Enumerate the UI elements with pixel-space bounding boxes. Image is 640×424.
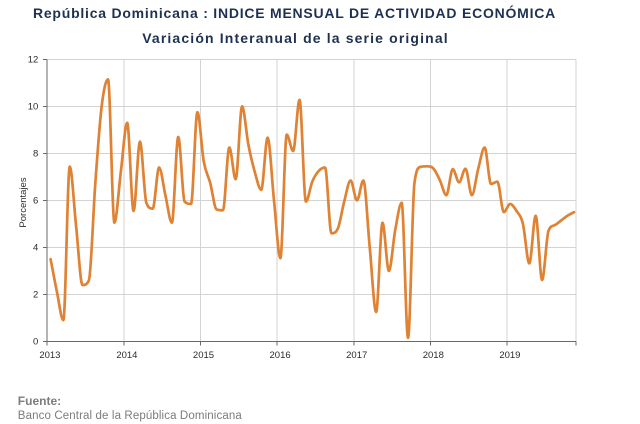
svg-text:2013: 2013	[39, 350, 60, 361]
svg-text:0: 0	[33, 337, 38, 348]
svg-text:Porcentajes: Porcentajes	[18, 177, 29, 227]
svg-text:12: 12	[28, 55, 39, 66]
svg-text:8: 8	[33, 149, 38, 160]
svg-text:6: 6	[33, 196, 38, 207]
svg-text:2015: 2015	[193, 350, 214, 361]
svg-text:2016: 2016	[270, 350, 291, 361]
svg-text:2018: 2018	[423, 350, 444, 361]
svg-text:2019: 2019	[499, 350, 520, 361]
svg-text:4: 4	[33, 243, 38, 254]
svg-text:2017: 2017	[346, 350, 367, 361]
svg-text:2014: 2014	[116, 350, 137, 361]
svg-text:10: 10	[28, 102, 39, 113]
svg-text:2: 2	[33, 290, 38, 301]
